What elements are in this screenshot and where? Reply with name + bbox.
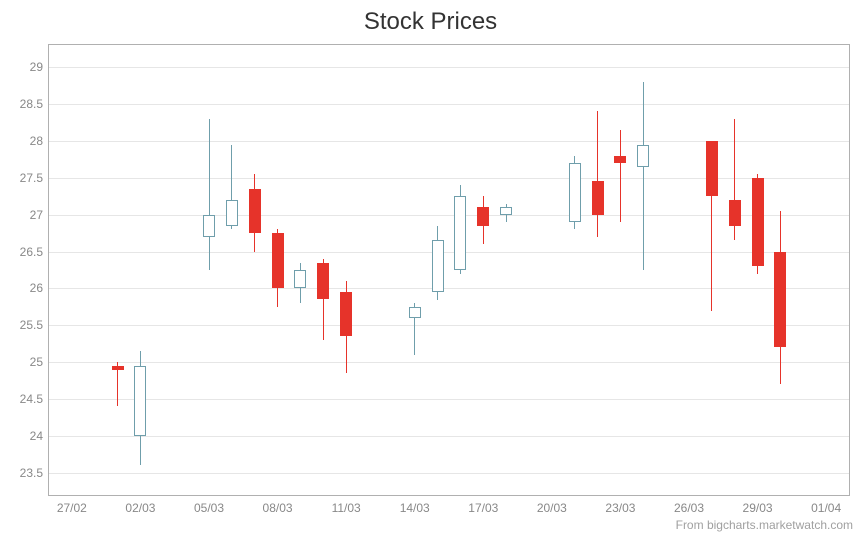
candle-body: [432, 240, 444, 292]
y-axis-label: 25.5: [20, 318, 43, 332]
gridline-h: [49, 436, 849, 437]
candle-body: [226, 200, 238, 226]
gridline-h: [49, 362, 849, 363]
x-axis-label: 20/03: [537, 501, 567, 515]
candle-body: [729, 200, 741, 226]
candle-body: [774, 252, 786, 348]
x-axis-label: 26/03: [674, 501, 704, 515]
x-axis-label: 29/03: [743, 501, 773, 515]
y-axis-label: 24.5: [20, 392, 43, 406]
candle-wick: [209, 119, 210, 270]
gridline-h: [49, 67, 849, 68]
candle-body: [592, 181, 604, 214]
y-axis-label: 27.5: [20, 171, 43, 185]
candle-body: [134, 366, 146, 436]
gridline-h: [49, 399, 849, 400]
y-axis-label: 26: [30, 281, 43, 295]
candle-body: [752, 178, 764, 267]
candle-body: [272, 233, 284, 288]
candle-body: [637, 145, 649, 167]
gridline-h: [49, 325, 849, 326]
candle-body: [569, 163, 581, 222]
candle-body: [249, 189, 261, 233]
candle-body: [203, 215, 215, 237]
y-axis-label: 28.5: [20, 97, 43, 111]
candle-body: [500, 207, 512, 214]
chart-title: Stock Prices: [0, 8, 861, 36]
y-axis-label: 25: [30, 355, 43, 369]
gridline-h: [49, 141, 849, 142]
candle-body: [317, 263, 329, 300]
y-axis-label: 24: [30, 429, 43, 443]
candle-wick: [643, 82, 644, 270]
candle-body: [112, 366, 124, 370]
x-axis-label: 27/02: [57, 501, 87, 515]
footer-attribution: From bigcharts.marketwatch.com: [676, 518, 853, 532]
x-axis-label: 08/03: [263, 501, 293, 515]
x-axis-label: 01/04: [811, 501, 841, 515]
candle-body: [454, 196, 466, 270]
plot-area: 23.52424.52525.52626.52727.52828.52927/0…: [48, 44, 850, 496]
candle-body: [477, 207, 489, 225]
y-axis-label: 26.5: [20, 245, 43, 259]
chart-container: Stock Prices 23.52424.52525.52626.52727.…: [0, 0, 861, 535]
gridline-h: [49, 473, 849, 474]
candle-body: [614, 156, 626, 163]
gridline-h: [49, 178, 849, 179]
x-axis-label: 14/03: [400, 501, 430, 515]
candle-wick: [620, 130, 621, 222]
x-axis-label: 17/03: [468, 501, 498, 515]
y-axis-label: 28: [30, 134, 43, 148]
x-axis-label: 05/03: [194, 501, 224, 515]
candle-body: [340, 292, 352, 336]
candle-wick: [597, 111, 598, 236]
y-axis-label: 27: [30, 208, 43, 222]
candle-body: [294, 270, 306, 288]
y-axis-label: 29: [30, 60, 43, 74]
gridline-h: [49, 252, 849, 253]
candle-body: [706, 141, 718, 196]
candle-body: [409, 307, 421, 318]
x-axis-label: 23/03: [605, 501, 635, 515]
gridline-h: [49, 288, 849, 289]
y-axis-label: 23.5: [20, 466, 43, 480]
x-axis-label: 11/03: [332, 501, 361, 515]
x-axis-label: 02/03: [125, 501, 155, 515]
gridline-h: [49, 104, 849, 105]
